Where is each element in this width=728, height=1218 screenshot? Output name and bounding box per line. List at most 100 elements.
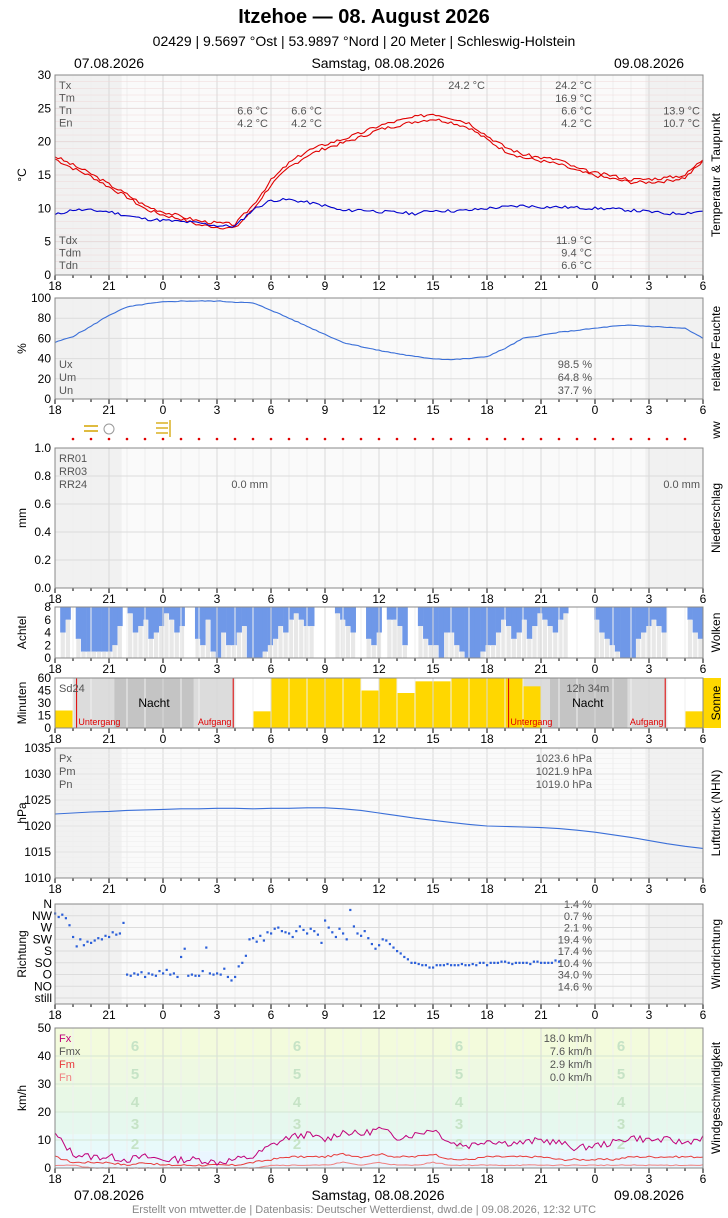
wind-dir-point [464,964,467,967]
cloud-clear-bar [480,651,485,658]
cloud-clear-bar [221,632,226,658]
cloud-clear-bar [387,619,392,658]
stat-tm: 16.9 °C [555,93,592,105]
wind-dir-point [349,908,352,912]
pressure-ytick-label: 1025 [24,793,51,807]
wind-dir-point [234,975,237,979]
cloud-clear-bar [516,632,522,658]
temperature-xtick-label: 9 [322,279,329,293]
sunshine-bar [271,678,289,728]
wind-dir-point [360,934,363,937]
sun-ytick-label: 15 [38,709,52,723]
cloud-clear-bar [397,626,402,658]
wind-dir-point [424,964,427,967]
cloud-cover-sky [127,607,134,614]
temperature-frame [54,74,704,276]
wind_speed-xtick-label: 3 [214,1172,221,1186]
cloud-clear-bar [506,626,511,658]
ww-dot [611,437,615,441]
pressure-xtick-label: 21 [534,882,548,896]
ww-side-label: ww [709,421,723,440]
prev-night-en: 4.2 °C [237,118,268,130]
temperature-xtick-label: 18 [480,279,494,293]
humidity-xtick-label: 18 [480,403,494,417]
cloud-cover-sky [267,607,274,646]
wind_direction-xtick-label: 18 [48,1008,62,1022]
date-center: Samstag, 08.08.2026 [311,55,445,71]
sun-xtick-label: 18 [480,732,494,746]
wind_speed-ytick-label: 30 [38,1077,52,1091]
wind-dir-point [306,932,309,935]
precipitation-shade-night [645,448,703,588]
sunshine-bar [469,678,487,728]
wind-dir-point [133,972,136,975]
cloud-clear-bar [501,619,506,658]
cloud-cover-sky [464,607,471,658]
cloud-cover-sky [174,607,180,633]
cloud-cover-sky [443,607,450,633]
sunshine-bar [451,678,469,728]
humidity-legend-ux: Ux [59,359,73,371]
cloud-clear-bar [304,626,309,658]
cloud-cover-sky [298,607,305,620]
ww-dot [467,437,471,441]
clouds-xtick-label: 6 [700,662,707,676]
cloud-clear-bar [454,645,459,658]
temperature-xtick-label: 0 [160,279,167,293]
wind-dir-label-so: SO [35,956,52,970]
cloud-cover-sky [137,607,144,627]
sunshine-bar [487,678,505,728]
cloud-clear-bar [428,645,433,658]
cloud-cover-sky [542,607,548,620]
wind-dir-point [471,962,474,966]
cloud-cover-sky [194,607,201,639]
wind_speed-xtick-label: 15 [426,1172,440,1186]
pressure-legend-px: Px [59,753,72,765]
cloud-clear-bar [490,645,496,658]
wind-dir-label-n: N [43,897,52,911]
ww-dot [215,437,219,441]
cloud-clear-bar [594,619,599,658]
clouds-xtick-label: 3 [646,662,653,676]
wind-dir-point [320,941,323,944]
temperature-ytick-label: 15 [38,168,52,182]
precipitation-xtick-label: 3 [214,592,221,606]
precipitation-ytick-label: 0.4 [34,525,51,539]
cloud-cover-sky [661,607,668,633]
ww-dot [395,437,399,441]
wind-dir-point [529,962,532,966]
wind-dir-point [151,973,154,976]
footer-date-center: Samstag, 08.08.2026 [311,1187,445,1203]
wind-dir-point [435,964,438,967]
cloud-cover-sky [656,607,662,627]
cloud-cover-sky [236,607,242,633]
ww-dot [359,437,363,441]
wind_direction-xtick-label: 3 [646,1008,653,1022]
cloud-cover-sky [537,607,543,614]
wind-dir-point [504,960,507,963]
humidity-xtick-label: 0 [160,403,167,417]
clouds-frame [54,606,704,659]
station-info: 02429 | 9.5697 °Ost | 53.9897 °Nord | 20… [152,33,576,49]
cloud-cover-sky [469,607,476,658]
night-en: 4.2 °C [291,118,322,130]
sunshine-bar [289,678,307,728]
sun-xtick-label: 0 [160,732,167,746]
ww-dot [539,437,543,441]
wind-dir-point [352,925,355,928]
clouds-xtick-label: 6 [268,662,275,676]
wind-dir-point [558,960,561,963]
cloud-clear-bar [615,651,620,658]
wind-dir-point [370,942,373,946]
wind-dir-point [453,964,456,967]
cloud-clear-bar [195,638,200,658]
temperature-xtick-label: 12 [372,279,386,293]
wind-dir-label-nw: NW [32,909,53,923]
ww-dot [179,437,183,441]
clouds-ytick-label: 6 [44,613,51,627]
wind-dir-point [280,930,283,933]
cloud-cover-sky [205,607,211,620]
temperature-ytick-label: 10 [38,201,52,215]
humidity-xtick-label: 3 [646,403,653,417]
